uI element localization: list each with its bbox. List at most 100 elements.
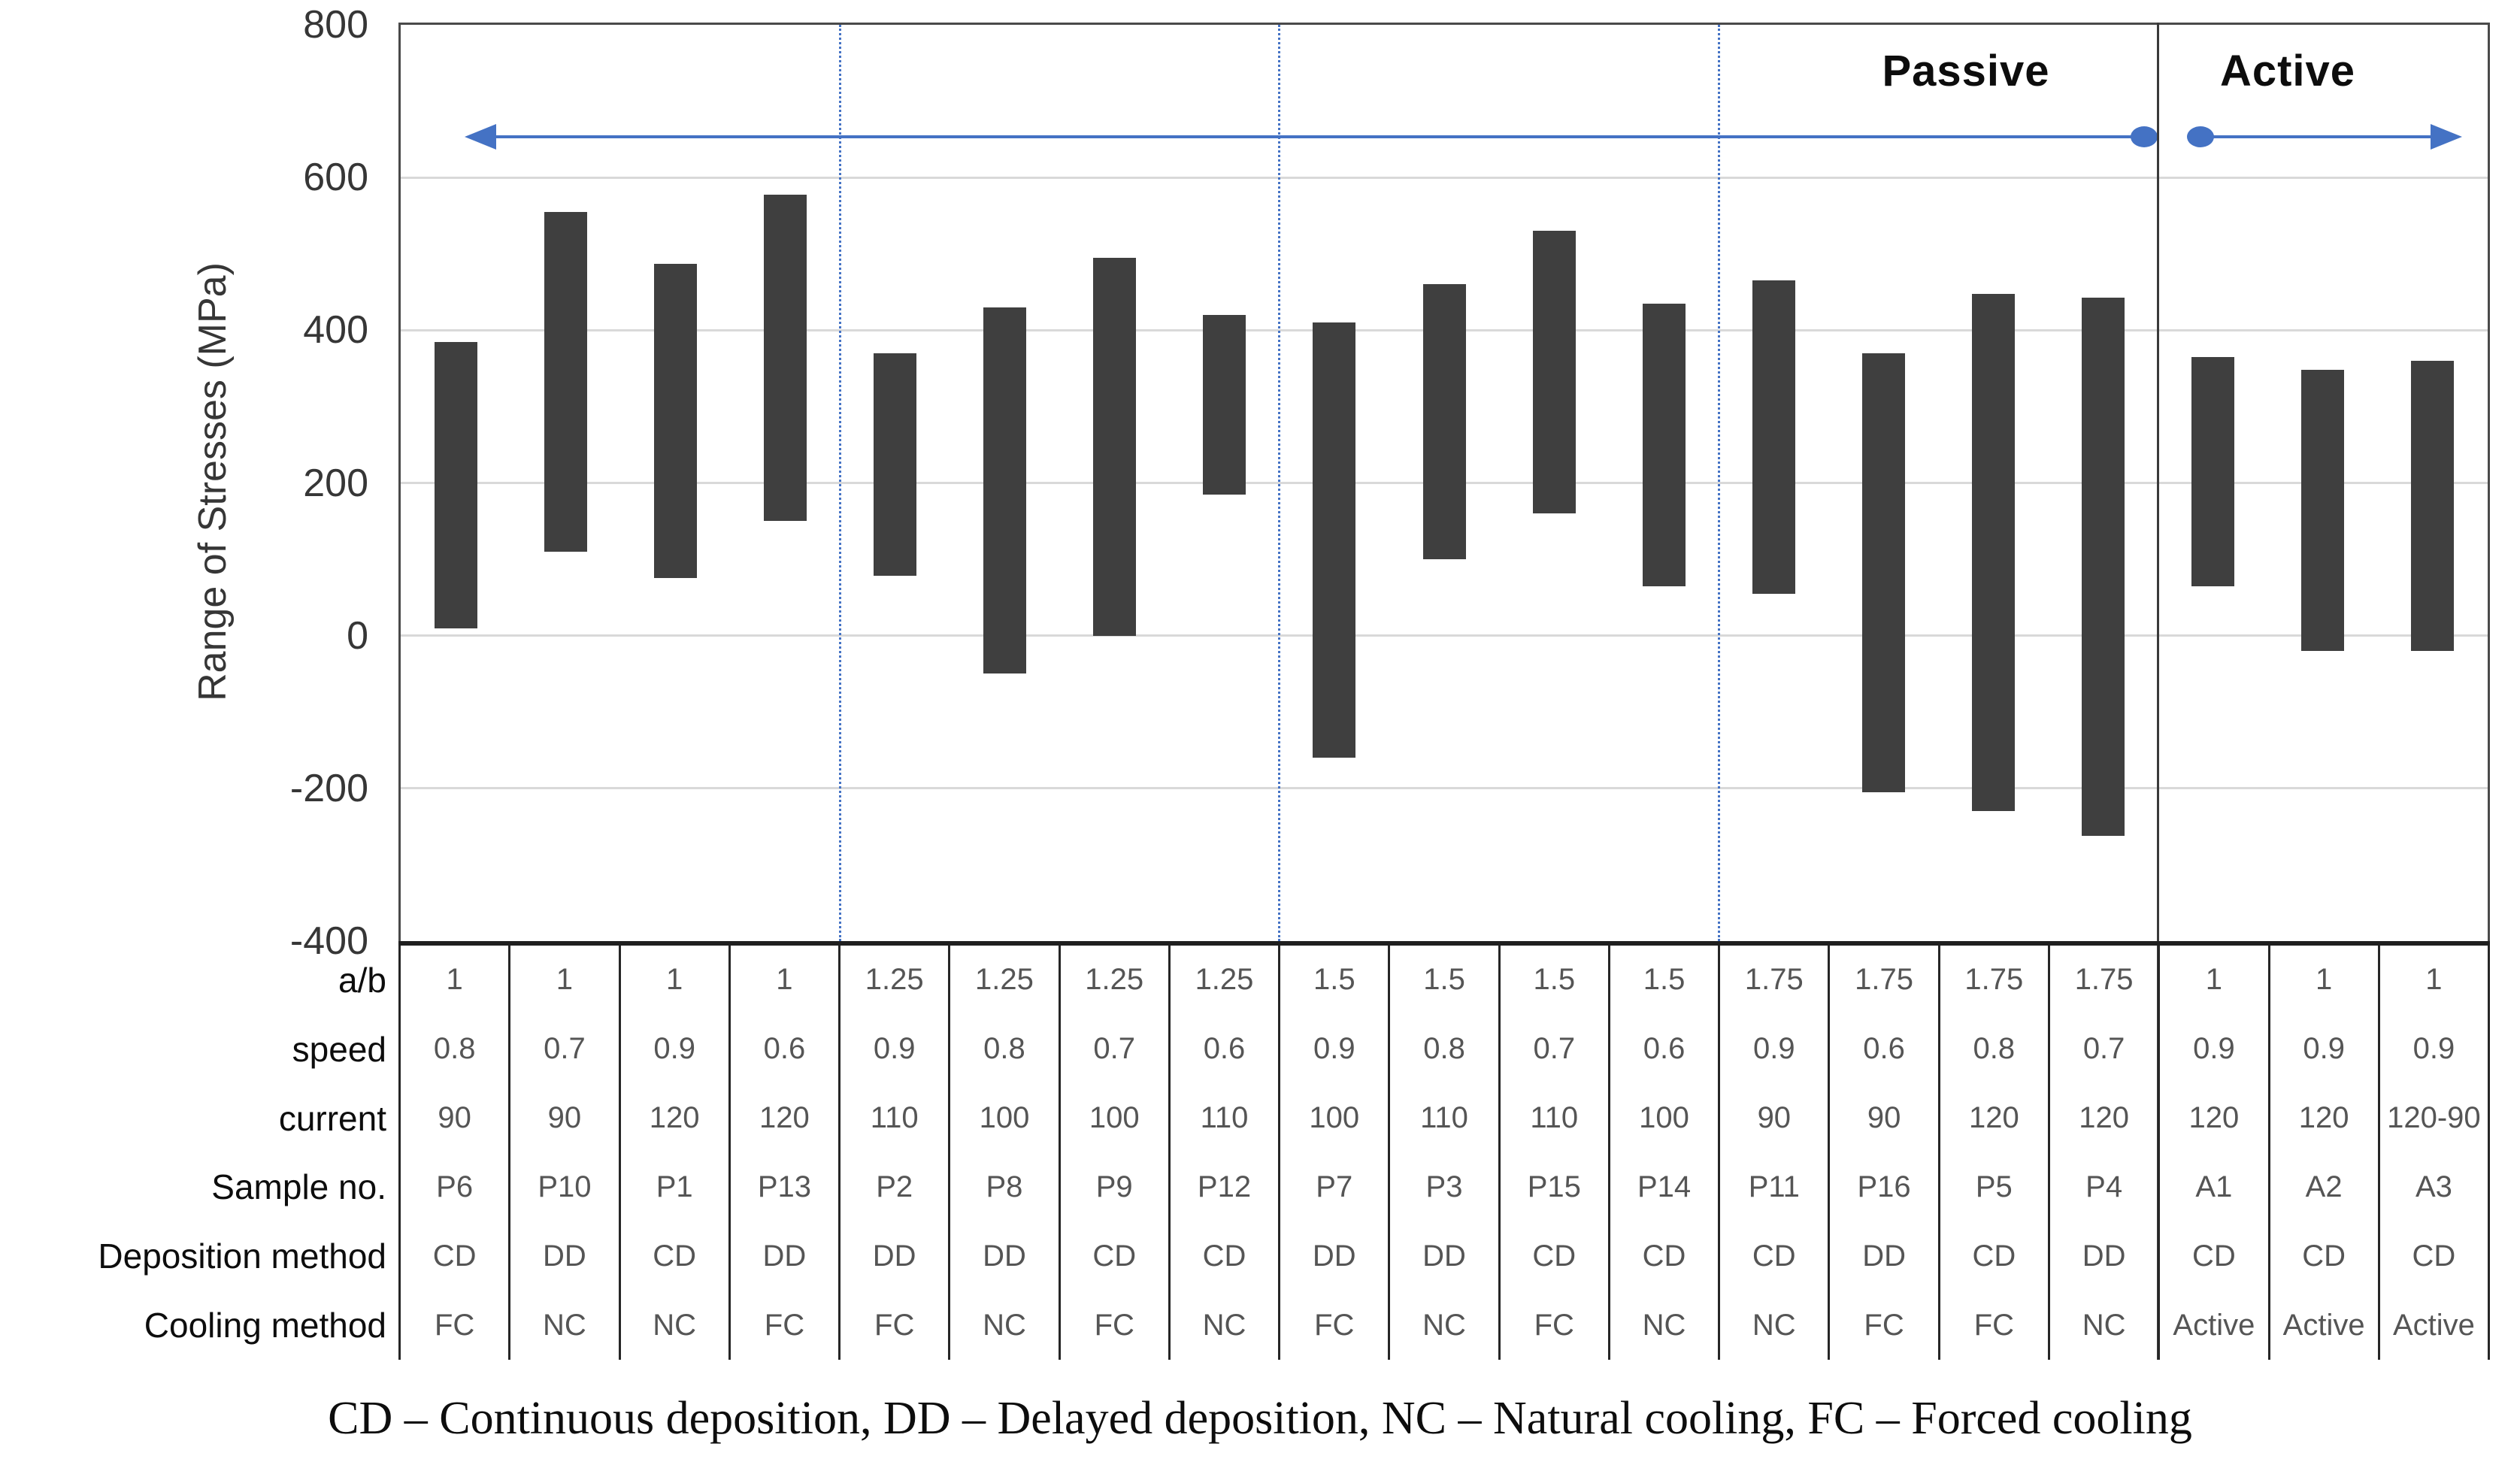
range-bar-A1 <box>2191 356 2235 586</box>
range-bar-P15 <box>1532 231 1576 514</box>
table-cell-cooling-method: Active <box>2392 1308 2475 1342</box>
table-cell-current: 90 <box>547 1101 582 1135</box>
table-cell-cooling-method: FC <box>434 1308 475 1342</box>
table-cell-a-b: 1.5 <box>1423 963 1465 997</box>
table-column-P2: 1.25 0.9 110 P2 DD FC <box>838 946 948 1360</box>
table-cell-cooling-method: NC <box>1642 1308 1686 1342</box>
table-cell-current: 120 <box>2298 1101 2349 1135</box>
range-bar-P4 <box>2082 297 2125 836</box>
y-tick-label: 600 <box>303 156 368 200</box>
table-cell-current: 100 <box>979 1101 1030 1135</box>
table-cell-cooling-method: FC <box>1534 1308 1574 1342</box>
table-cell-a-b: 1 <box>446 963 463 997</box>
table-cell-sample-no-: P4 <box>2085 1170 2123 1203</box>
table-cell-a-b: 1 <box>666 963 683 997</box>
table-column-P14: 1.5 0.6 100 P14 CD NC <box>1607 946 1718 1360</box>
range-bar-P6 <box>434 341 477 628</box>
table-cell-deposition-method: DD <box>543 1239 586 1273</box>
table-cell-sample-no-: P12 <box>1197 1170 1252 1203</box>
passive-arrow-left-arrowhead-icon <box>465 124 496 150</box>
table-cell-sample-no-: P6 <box>436 1170 474 1203</box>
table-cell-a-b: 1.5 <box>1313 963 1355 997</box>
table-column-A1: 1 0.9 120 A1 CD Active <box>2158 946 2267 1360</box>
table-cell-deposition-method: DD <box>983 1239 1026 1273</box>
table-cell-cooling-method: FC <box>1314 1308 1355 1342</box>
table-cell-deposition-method: DD <box>2082 1239 2126 1273</box>
table-column-P8: 1.25 0.8 100 P8 DD NC <box>948 946 1058 1360</box>
table-cell-a-b: 1.75 <box>1964 963 2024 997</box>
table-row-label: Deposition method <box>98 1236 386 1276</box>
table-cell-sample-no-: P15 <box>1527 1170 1581 1203</box>
table-column-P12: 1.25 0.6 110 P12 CD NC <box>1168 946 1278 1360</box>
table-cell-current: 110 <box>1200 1101 1249 1135</box>
table-cell-deposition-method: CD <box>1532 1239 1577 1273</box>
table-cell-deposition-method: CD <box>1752 1239 1796 1273</box>
table-cell-a-b: 1 <box>2316 963 2333 997</box>
table-cell-sample-no-: P2 <box>876 1170 913 1203</box>
table-cell-cooling-method: NC <box>1422 1308 1466 1342</box>
table-row-label: a/b <box>338 960 386 1000</box>
table-cell-cooling-method: NC <box>2082 1308 2126 1342</box>
dotted-divider-after-col-12 <box>1717 25 1720 941</box>
table-cell-speed: 0.8 <box>1423 1032 1465 1066</box>
table-row-label: current <box>278 1098 386 1138</box>
table-row-label: Cooling method <box>144 1306 386 1345</box>
table-cell-deposition-method: DD <box>762 1239 807 1273</box>
table-cell-cooling-method: FC <box>1864 1308 1904 1342</box>
table-cell-speed: 0.6 <box>1863 1032 1905 1066</box>
table-cell-cooling-method: NC <box>1752 1308 1796 1342</box>
table-cell-a-b: 1 <box>556 963 574 997</box>
table-cell-deposition-method: DD <box>1422 1239 1466 1273</box>
range-bar-P1 <box>653 263 697 579</box>
table-cell-sample-no-: A1 <box>2195 1170 2233 1203</box>
passive-group-label: Passive <box>1882 47 2050 95</box>
table-cell-deposition-method: CD <box>1202 1239 1246 1273</box>
table-cell-speed: 0.9 <box>2303 1032 2345 1066</box>
table-cell-speed: 0.7 <box>544 1032 586 1066</box>
table-cell-speed: 0.6 <box>1643 1032 1686 1066</box>
dotted-divider-after-col-4 <box>838 25 841 941</box>
range-bar-P3 <box>1422 284 1466 560</box>
table-cell-sample-no-: P10 <box>538 1170 592 1203</box>
table-cell-sample-no-: P5 <box>1975 1170 2013 1203</box>
range-bar-P16 <box>1861 353 1905 792</box>
table-cell-deposition-method: DD <box>872 1239 916 1273</box>
table-cell-a-b: 1.25 <box>1085 963 1144 997</box>
table-cell-speed: 0.8 <box>983 1032 1025 1066</box>
table-cell-speed: 0.7 <box>2082 1032 2125 1066</box>
table-column-P9: 1.25 0.7 100 P9 CD FC <box>1058 946 1168 1360</box>
passive-arrow-end-dot-icon <box>2131 126 2158 147</box>
table-cell-current: 90 <box>1867 1101 1901 1135</box>
table-column-P15: 1.5 0.7 110 P15 CD FC <box>1498 946 1608 1360</box>
range-bar-P8 <box>983 307 1027 674</box>
table-column-P7: 1.5 0.9 100 P7 DD FC <box>1278 946 1388 1360</box>
range-bar-P10 <box>544 211 587 552</box>
range-bar-P13 <box>763 194 807 522</box>
table-cell-sample-no-: P14 <box>1637 1170 1692 1203</box>
active-arrow-line <box>2200 135 2432 138</box>
table-column-A2: 1 0.9 120 A2 CD Active <box>2267 946 2378 1360</box>
range-bar-A2 <box>2301 370 2345 651</box>
range-bar-P9 <box>1093 257 1137 636</box>
table-cell-current: 120 <box>2188 1101 2240 1135</box>
table-row-label: Sample no. <box>211 1167 386 1207</box>
gridline--200 <box>401 787 2488 790</box>
table-cell-current: 110 <box>1530 1101 1579 1135</box>
table-cell-current: 90 <box>1757 1101 1792 1135</box>
table-cell-a-b: 1 <box>2425 963 2443 997</box>
range-bar-P12 <box>1203 315 1246 495</box>
table-cell-deposition-method: CD <box>1642 1239 1686 1273</box>
range-bar-A3 <box>2411 360 2455 651</box>
table-row-labels: a/b speed current Sample no. Deposition meth… <box>0 946 386 1360</box>
dotted-divider-after-col-8 <box>1278 25 1281 941</box>
table-cell-deposition-method: CD <box>2191 1239 2236 1273</box>
table-cell-speed: 0.7 <box>1093 1032 1136 1066</box>
table-cell-deposition-method: CD <box>653 1239 697 1273</box>
table-column-P4: 1.75 0.7 120 P4 DD NC <box>2047 946 2158 1360</box>
table-cell-speed: 0.6 <box>763 1032 806 1066</box>
gridline-0 <box>401 634 2488 637</box>
table-cell-speed: 0.7 <box>1533 1032 1576 1066</box>
y-tick-label: -200 <box>289 766 368 810</box>
table-cell-a-b: 1.5 <box>1533 963 1576 997</box>
